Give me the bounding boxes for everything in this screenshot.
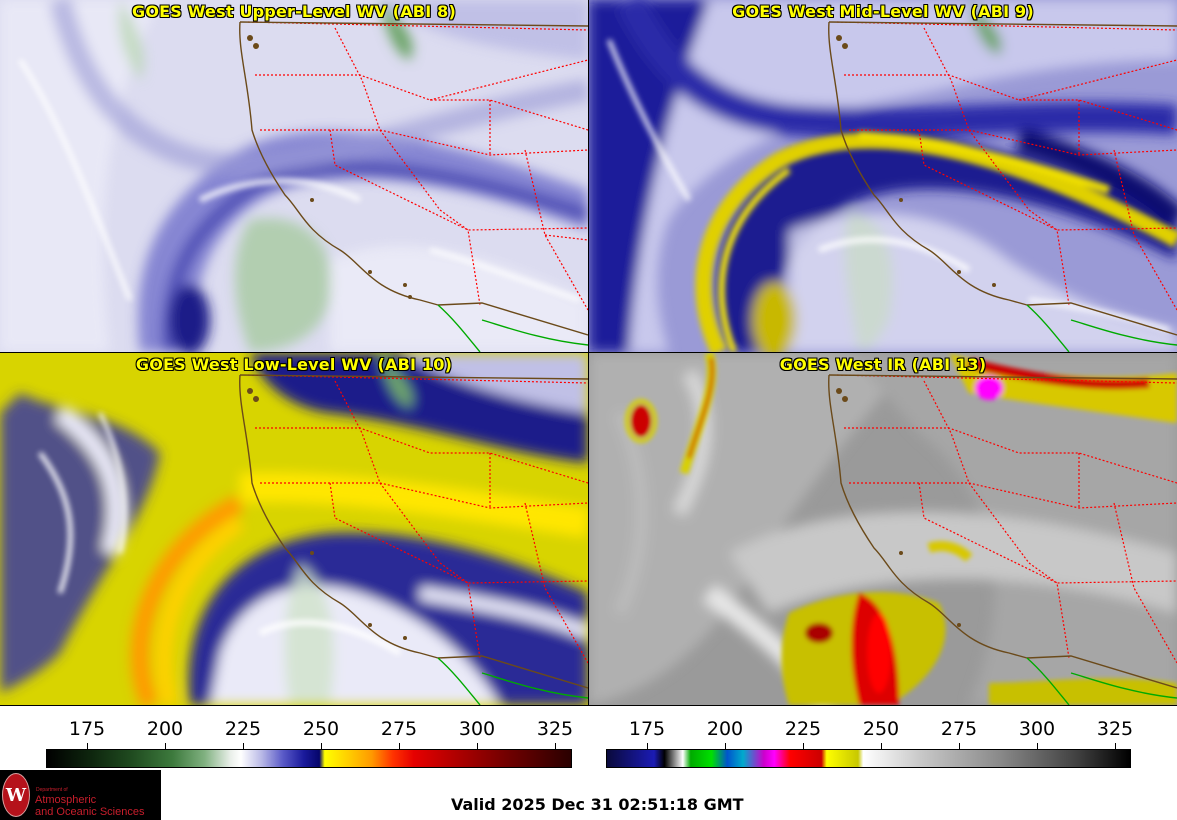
water-vapor-colorbar — [46, 749, 572, 768]
uw-seal-icon: W — [2, 773, 30, 817]
wv-tick-mark — [321, 743, 322, 749]
wv-tick-label: 250 — [302, 718, 340, 740]
water-vapor-colorbar-scale: 175 200 225 250 275 300 325 — [46, 706, 574, 770]
wv-tick-label: 200 — [146, 718, 184, 740]
wv-tick-mark — [243, 743, 244, 749]
ir-tick-mark — [647, 743, 648, 749]
infrared-panel: GOES West IR (ABI 13) — [589, 353, 1177, 705]
wv-tick-label: 225 — [224, 718, 262, 740]
ir-tick-mark — [881, 743, 882, 749]
wv-tick-label: 325 — [536, 718, 574, 740]
wv-tick-mark — [555, 743, 556, 749]
wv-tick-mark — [165, 743, 166, 749]
wv-tick-mark — [477, 743, 478, 749]
wv-tick-mark — [399, 743, 400, 749]
panel-divider-vertical — [588, 0, 589, 706]
wv-tick-mark — [87, 743, 88, 749]
ir-tick-label: 325 — [1096, 718, 1134, 740]
ir-tick-mark — [1115, 743, 1116, 749]
wv-tick-label: 275 — [380, 718, 418, 740]
aos-logo[interactable]: W Department of Atmospheric and Oceanic … — [0, 770, 161, 820]
ir-tick-label: 225 — [784, 718, 822, 740]
ir-tick-mark — [725, 743, 726, 749]
ir-tick-label: 300 — [1018, 718, 1056, 740]
mid-level-wv-panel: GOES West Mid-Level WV (ABI 9) — [589, 0, 1177, 352]
low-level-wv-panel: GOES West Low-Level WV (ABI 10) — [0, 353, 588, 705]
logo-department: Department of — [36, 787, 68, 793]
mid-level-wv-title: GOES West Mid-Level WV (ABI 9) — [732, 2, 1034, 21]
infrared-colorbar — [606, 749, 1131, 768]
low-level-wv-image — [0, 353, 588, 705]
ir-tick-mark — [959, 743, 960, 749]
upper-level-wv-panel: GOES West Upper-Level WV (ABI 8) — [0, 0, 588, 352]
ir-tick-label: 175 — [628, 718, 666, 740]
upper-level-wv-title: GOES West Upper-Level WV (ABI 8) — [132, 2, 456, 21]
infrared-title: GOES West IR (ABI 13) — [779, 355, 987, 374]
valid-time: Valid 2025 Dec 31 02:51:18 GMT — [451, 795, 744, 814]
ir-tick-mark — [1037, 743, 1038, 749]
infrared-colorbar-scale: 175 200 225 250 275 300 325 — [606, 706, 1134, 770]
ir-tick-label: 250 — [862, 718, 900, 740]
ir-tick-mark — [803, 743, 804, 749]
wv-tick-label: 175 — [68, 718, 106, 740]
low-level-wv-title: GOES West Low-Level WV (ABI 10) — [135, 355, 453, 374]
wv-tick-label: 300 — [458, 718, 496, 740]
ir-tick-label: 200 — [706, 718, 744, 740]
logo-name-line1: Atmospheric — [35, 794, 97, 806]
mid-level-wv-image — [589, 0, 1177, 352]
panel-bottom-border — [0, 705, 1177, 706]
upper-level-wv-image — [0, 0, 588, 352]
infrared-image — [589, 353, 1177, 705]
logo-name-line2: and Oceanic Sciences — [35, 806, 145, 818]
panel-divider-horizontal — [0, 352, 1177, 353]
ir-tick-label: 275 — [940, 718, 978, 740]
